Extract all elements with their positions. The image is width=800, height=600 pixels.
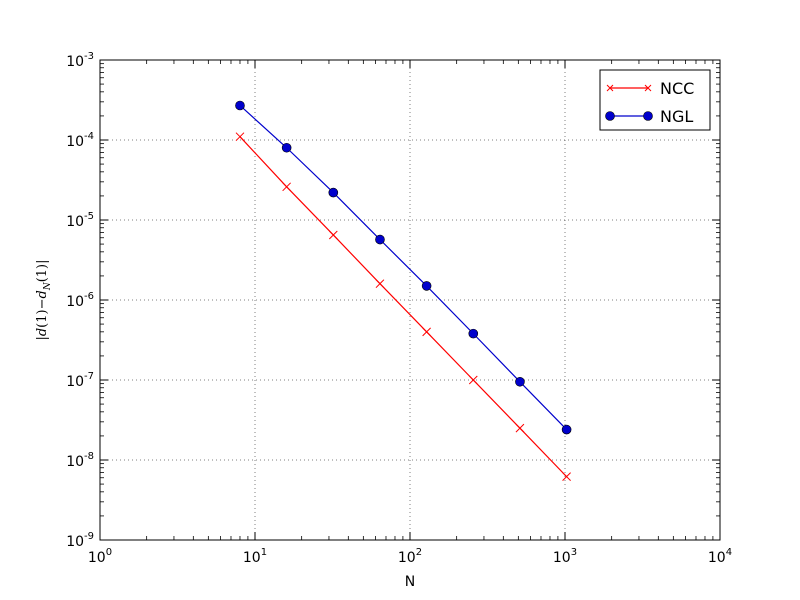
y-label-part-6: (1)| [35,259,50,282]
x-tick-exponent: 1 [261,547,267,558]
x-tick-exponent: 4 [726,547,732,558]
x-tick-base: 10 [553,550,571,566]
x-tick-label: 100 [88,547,112,566]
x-tick-exponent: 3 [571,547,577,558]
data-point-ngl [561,424,572,435]
y-tick-base: 10 [66,534,84,550]
legend-ncc-label: NCC [660,79,694,98]
legend-box [599,69,711,131]
series-layer [235,100,572,481]
x-tick-exponent: 2 [416,547,422,558]
data-point-ncc [468,375,478,385]
y-tick-exponent: -7 [84,371,94,382]
x-tick-labels: 100 101 102 103 104 [88,547,732,566]
y-tick-base: 10 [66,214,84,230]
y-tick-label: 10-5 [66,211,94,230]
legend-ncc-marker-left [606,84,614,92]
x-tick-base: 10 [398,550,416,566]
y-tick-base: 10 [66,454,84,470]
y-tick-exponent: -6 [84,291,94,302]
y-label-part-2: (1) [35,309,50,327]
data-point-ncc [328,230,338,240]
data-point-ncc [282,182,291,192]
y-label-part-5: N [43,281,53,291]
x-tick-base: 10 [243,550,261,566]
y-tick-exponent: -3 [84,51,94,62]
data-point-ncc [562,472,571,481]
y-tick-base: 10 [66,294,84,310]
y-tick-label: 10-7 [66,371,94,390]
y-tick-exponent: -9 [84,531,94,542]
data-point-ncc [235,132,245,142]
y-tick-labels: 10-910-810-710-610-510-410-3 [66,51,94,550]
y-tick-exponent: -5 [84,211,94,222]
data-point-ngl [375,234,385,245]
x-axis-label: N [405,574,415,590]
legend-ngl-marker-left [605,111,615,121]
grid [100,60,720,540]
y-label-part-4: d [35,290,50,298]
y-axis-label: |d(1)−dN(1)| [35,259,53,340]
data-point-ncc [422,327,431,337]
x-tick-exponent: 0 [106,547,112,558]
data-point-ngl [515,376,525,387]
y-label-part-3: − [35,298,50,309]
x-tick-label: 104 [708,547,732,566]
ticks [99,59,721,541]
x-tick-base: 10 [708,550,726,566]
data-point-ngl [235,100,245,111]
series-line-ngl [239,105,568,431]
x-tick-label: 101 [243,547,267,566]
y-label-part-1: |d [35,328,50,341]
y-tick-base: 10 [66,374,84,390]
legend-ncc-marker-right [644,84,652,92]
y-tick-exponent: -8 [84,451,94,462]
y-tick-label: 10-8 [66,451,94,470]
y-tick-label: 10-4 [66,131,94,150]
legend-ngl-marker-right [643,111,653,121]
y-tick-exponent: -4 [84,131,94,142]
y-tick-label: 10-3 [66,51,94,70]
y-tick-base: 10 [66,54,84,70]
data-point-ngl [328,187,339,198]
series-line-ncc [239,136,568,478]
x-tick-base: 10 [88,550,106,566]
data-point-ngl [421,281,432,291]
y-tick-base: 10 [66,134,84,150]
legend-ngl-label: NGL [660,107,693,126]
y-tick-label: 10-9 [66,531,94,550]
data-point-ngl [468,328,479,339]
legend: NCC NGL [599,69,711,131]
data-point-ncc [515,423,525,433]
data-point-ncc [375,279,385,289]
x-tick-label: 102 [398,547,422,566]
data-point-ngl [281,142,292,153]
y-tick-label: 10-6 [66,291,94,310]
x-tick-label: 103 [553,547,577,566]
